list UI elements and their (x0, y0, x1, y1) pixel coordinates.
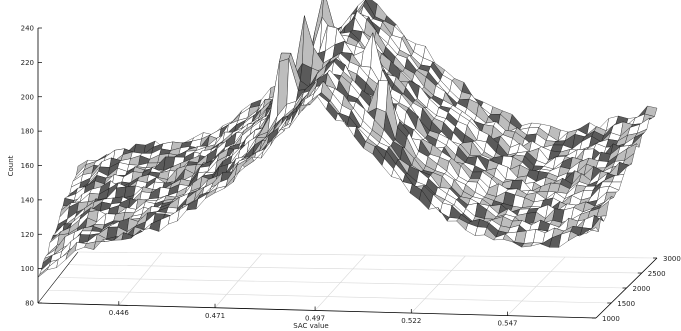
surface-skirt (410, 193, 419, 313)
x-tick-label: 0.547 (497, 320, 517, 328)
x-axis-label: SAC value (293, 322, 328, 330)
surface-skirt (289, 115, 298, 310)
surface-skirt (243, 157, 252, 309)
surface-skirt (178, 210, 187, 307)
y-tick-label: 2500 (648, 270, 666, 278)
y-tick-label: 1000 (602, 315, 620, 323)
surface-skirt (317, 96, 326, 311)
surface-skirt (494, 239, 503, 315)
surface-skirt (429, 207, 438, 313)
surface-skirt (308, 96, 317, 311)
x-tick-label: 0.471 (205, 312, 225, 320)
left-floor-edge (37, 251, 79, 304)
surface-skirt (298, 103, 307, 310)
surface-cell (586, 227, 599, 234)
surface-skirt (466, 230, 475, 315)
surface-skirt (401, 179, 410, 313)
y-tick-label: 3000 (663, 255, 681, 263)
surface-skirt (261, 146, 270, 310)
surface-skirt (131, 230, 140, 306)
floor-grid-line (57, 277, 627, 289)
surface-skirt (187, 209, 196, 307)
surface-skirt (568, 236, 577, 318)
surface-skirt (373, 154, 382, 312)
surface-skirt (540, 244, 549, 317)
surface-skirt (75, 247, 84, 304)
surface-skirt (224, 182, 233, 308)
surface-skirt (512, 242, 521, 316)
z-tick-label: 180 (21, 128, 34, 136)
surface-skirt (94, 239, 103, 304)
z-tick-label: 120 (21, 231, 34, 239)
x-tick-label: 0.446 (109, 309, 130, 317)
surface-skirt (168, 221, 177, 307)
surface-skirt (122, 238, 131, 305)
axes: 80 100 120 140 160 180 200 220 240 0.446 0.471 0.49… (21, 25, 681, 328)
x-tick-label: 0.522 (401, 317, 421, 325)
z-tick-label: 220 (21, 59, 34, 67)
surface-cell (74, 242, 87, 251)
surface-skirt (484, 235, 493, 315)
surface-skirt (447, 221, 456, 314)
surface-skirt (577, 233, 586, 318)
surface-skirt (503, 239, 512, 315)
z-tick-label: 240 (21, 25, 34, 33)
y-tick-label: 2000 (633, 285, 651, 293)
surface-skirt (457, 221, 466, 315)
surface-skirt (205, 193, 214, 308)
surface-skirt (326, 109, 335, 311)
surface-skirt (215, 189, 224, 309)
surface-skirt (531, 244, 540, 317)
surface-skirt (587, 227, 596, 318)
surface-skirt (85, 247, 94, 304)
x-axis-line (37, 302, 597, 319)
floor-grid-line (77, 251, 658, 259)
surface-mesh (37, 0, 658, 318)
surface-skirt (550, 247, 559, 317)
surface-skirt (66, 251, 75, 304)
floor-grid-line (67, 264, 642, 274)
surface-cell (302, 15, 314, 69)
surface-skirt (559, 241, 568, 317)
surface-skirt (354, 137, 363, 312)
surface-skirt (252, 157, 261, 309)
grid (37, 251, 658, 319)
surface-skirt (391, 177, 400, 313)
surface-skirt (364, 148, 373, 312)
z-tick-label: 100 (21, 265, 34, 273)
z-tick-label: 160 (21, 162, 34, 170)
surface-skirt (103, 239, 112, 305)
surface-skirt (233, 165, 242, 308)
floor-grid-line (47, 289, 612, 304)
surface-skirt (438, 207, 447, 314)
surface-skirt (159, 224, 168, 306)
surface-skirt (140, 229, 149, 307)
surface-skirt (150, 229, 159, 307)
z-tick-label: 80 (25, 300, 34, 308)
surface-skirt (112, 240, 121, 305)
surface-skirt (475, 235, 484, 315)
z-axis-label: Count (7, 155, 15, 176)
x-tick-label: 0.497 (305, 314, 325, 322)
surface-skirt (382, 166, 391, 313)
z-tick-label: 200 (21, 93, 34, 101)
surface-skirt (280, 128, 289, 310)
surface-skirt (271, 130, 280, 310)
y-tick-label: 1500 (617, 300, 635, 308)
z-tick-label: 140 (21, 196, 34, 204)
